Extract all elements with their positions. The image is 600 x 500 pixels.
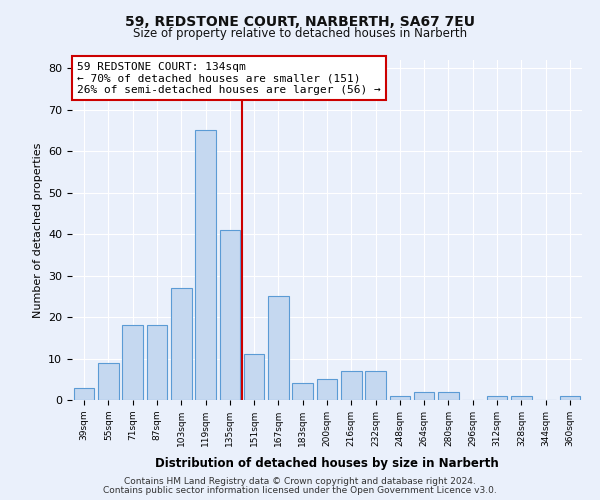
Bar <box>244 354 265 400</box>
Text: Contains HM Land Registry data © Crown copyright and database right 2024.: Contains HM Land Registry data © Crown c… <box>124 477 476 486</box>
Bar <box>438 392 459 400</box>
Y-axis label: Number of detached properties: Number of detached properties <box>32 142 43 318</box>
Bar <box>171 288 191 400</box>
Bar <box>146 326 167 400</box>
Bar <box>414 392 434 400</box>
Text: 59, REDSTONE COURT, NARBERTH, SA67 7EU: 59, REDSTONE COURT, NARBERTH, SA67 7EU <box>125 15 475 29</box>
Bar <box>268 296 289 400</box>
Bar <box>389 396 410 400</box>
Bar <box>511 396 532 400</box>
Bar <box>122 326 143 400</box>
X-axis label: Distribution of detached houses by size in Narberth: Distribution of detached houses by size … <box>155 457 499 470</box>
Bar <box>220 230 240 400</box>
Bar <box>98 362 119 400</box>
Bar <box>560 396 580 400</box>
Text: Contains public sector information licensed under the Open Government Licence v3: Contains public sector information licen… <box>103 486 497 495</box>
Bar <box>74 388 94 400</box>
Bar <box>487 396 508 400</box>
Text: Size of property relative to detached houses in Narberth: Size of property relative to detached ho… <box>133 28 467 40</box>
Bar <box>341 371 362 400</box>
Bar <box>317 380 337 400</box>
Bar <box>365 371 386 400</box>
Bar <box>292 384 313 400</box>
Bar <box>195 130 216 400</box>
Text: 59 REDSTONE COURT: 134sqm
← 70% of detached houses are smaller (151)
26% of semi: 59 REDSTONE COURT: 134sqm ← 70% of detac… <box>77 62 381 95</box>
